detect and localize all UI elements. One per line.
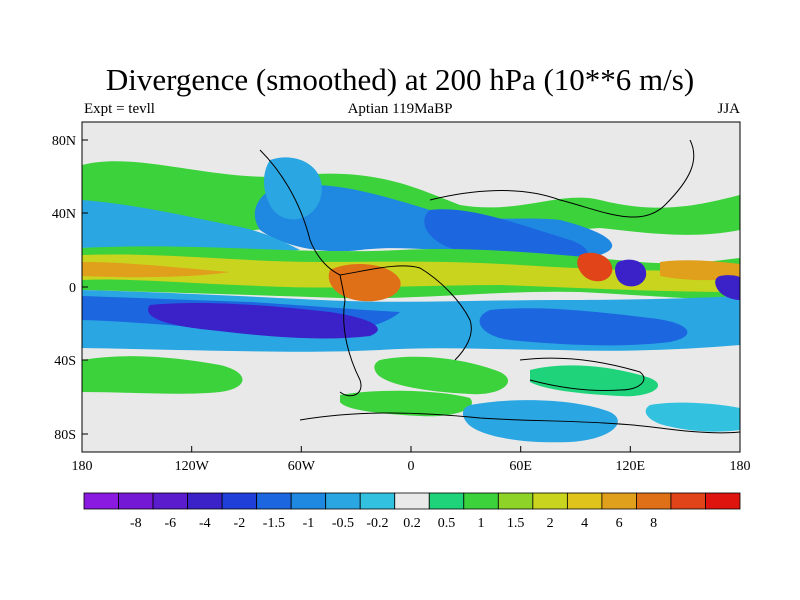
contour-north-lightblue	[82, 200, 300, 252]
colorbar-label: 0.5	[438, 516, 456, 531]
colorbar-swatch	[187, 492, 223, 510]
colorbar-label: 4	[581, 516, 588, 531]
colorbar-label: 6	[616, 516, 623, 531]
x-tick-label: 0	[408, 459, 415, 474]
contour-south-darkblue	[148, 302, 378, 339]
x-tick-label: 120W	[175, 459, 210, 474]
contour-eq-orange	[82, 262, 230, 278]
colorbar-swatch	[636, 492, 672, 510]
colorbar-swatch	[566, 492, 603, 510]
colorbar-labels: -8 -6 -4 -2 -1.5 -1 -0.5 -0.2 0.2 0.5 1 1.5 2 4 6 8	[130, 516, 657, 531]
colorbar-label: 2	[547, 516, 554, 531]
contour-antarctic-lightblue	[645, 402, 740, 432]
colorbar-label: -1.5	[263, 516, 285, 531]
x-tick-label: 180	[72, 459, 93, 474]
tick-marks	[81, 139, 741, 452]
colorbar-swatch	[463, 492, 499, 510]
contour-eq-yellow	[82, 254, 740, 292]
colorbar-label: -4	[199, 516, 211, 531]
contour-south-green-4	[340, 390, 472, 417]
y-tick-label: 0	[69, 281, 76, 296]
y-tick-label: 80S	[54, 428, 76, 443]
colorbar-swatch	[670, 492, 706, 510]
contour-eastpac-orange	[660, 260, 740, 281]
colorbar-swatch	[394, 492, 430, 510]
x-tick-label: 60W	[288, 459, 316, 474]
colorbar-label: -2	[234, 516, 246, 531]
y-tick-label: 40S	[54, 354, 76, 369]
colorbar-swatch	[152, 492, 188, 510]
colorbar-swatch	[256, 492, 292, 510]
contour-south-green-2	[374, 356, 509, 395]
colorbar-label: -0.2	[366, 516, 388, 531]
colorbar-swatch	[290, 492, 327, 510]
colorbar-swatch	[118, 492, 154, 510]
colorbar-label: -0.5	[332, 516, 354, 531]
x-tick-label: 60E	[509, 459, 532, 474]
colorbar-swatch	[601, 492, 637, 510]
contour-pacific-blue	[264, 157, 322, 220]
colorbar-swatch	[83, 492, 119, 510]
contour-field	[82, 122, 740, 452]
colorbar-swatch	[359, 492, 396, 510]
contour-dateline-blue	[715, 275, 740, 300]
x-tick-label: 120E	[616, 459, 646, 474]
chart-title: Divergence (smoothed) at 200 hPa (10**6 …	[105, 62, 695, 97]
period-label: Aptian 119MaBP	[347, 101, 453, 117]
colorbar-swatch	[428, 492, 465, 510]
contour-south-green-3	[530, 365, 659, 397]
colorbar-swatch	[221, 492, 258, 510]
colorbar-label: 1.5	[507, 516, 525, 531]
y-tick-label: 40N	[52, 207, 76, 222]
season-label: JJA	[717, 101, 740, 117]
colorbar-label: 0.2	[403, 516, 421, 531]
experiment-label: Expt = tevll	[84, 101, 155, 117]
contour-south-green-1	[82, 356, 243, 394]
colorbar-swatch	[532, 492, 568, 510]
contour-asia-blue-core	[615, 259, 647, 287]
colorbar-label: -1	[303, 516, 315, 531]
colorbar-swatch	[325, 492, 361, 510]
contour-asia-red	[577, 252, 613, 282]
contour-north-green	[82, 161, 740, 237]
contour-indian-blue	[479, 308, 688, 346]
colorbar-label: 8	[650, 516, 657, 531]
contour-antarctic-blue	[462, 400, 618, 443]
coastlines	[259, 139, 740, 434]
colorbar-swatch	[705, 492, 741, 510]
x-tick-label: 180	[730, 459, 751, 474]
colorbar	[83, 492, 741, 510]
colorbar-label: -8	[130, 516, 142, 531]
colorbar-label: -6	[164, 516, 176, 531]
y-tick-label: 80N	[52, 134, 76, 149]
colorbar-swatch	[497, 492, 534, 510]
colorbar-label: 1	[478, 516, 485, 531]
